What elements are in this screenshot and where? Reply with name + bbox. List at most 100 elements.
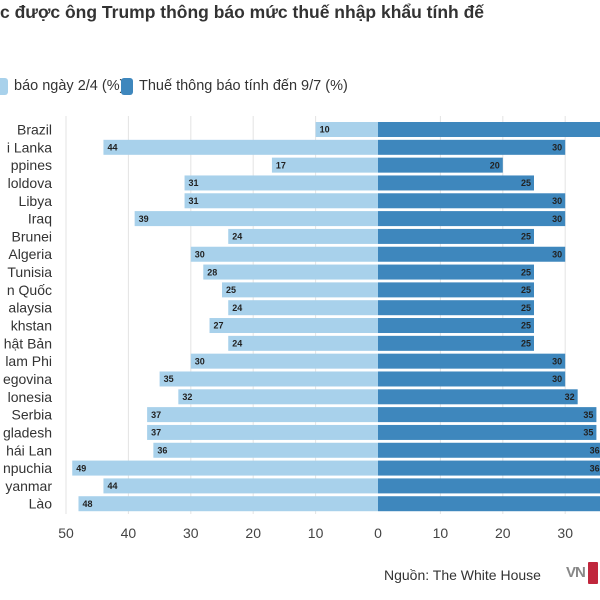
bar-left-12 (228, 335, 378, 351)
bar-value-left-18: 36 (157, 445, 167, 455)
bar-value-left-13: 30 (195, 356, 205, 366)
bar-value-left-3: 31 (189, 178, 199, 188)
bar-left-1 (103, 139, 378, 155)
legend-item-announced-0402: báo ngày 2/4 (%) (0, 76, 124, 96)
bar-left-19 (72, 460, 379, 476)
bar-value-left-6: 24 (232, 232, 242, 242)
bar-value-right-3: 25 (521, 178, 531, 188)
bar-right-5 (378, 211, 566, 227)
bar-value-left-4: 31 (189, 196, 199, 206)
category-label-12: hật Bản (4, 335, 52, 351)
tick-label-left-10: 10 (308, 525, 324, 541)
bar-right-4 (378, 193, 566, 209)
legend-label-announced-0907: Thuế thông báo tính đến 9/7 (%) (139, 78, 348, 94)
bar-left-2 (271, 157, 378, 173)
tick-label-left-40: 40 (121, 525, 137, 541)
bar-right-17 (378, 424, 597, 440)
bar-right-16 (378, 407, 597, 423)
bar-right-1 (378, 139, 566, 155)
bar-value-right-16: 35 (583, 410, 593, 420)
bar-right-8 (378, 264, 534, 280)
bar-value-right-10: 25 (521, 303, 531, 313)
bar-left-4 (184, 193, 378, 209)
bar-left-3 (184, 175, 378, 191)
bar-right-0 (378, 122, 600, 137)
category-label-17: gladesh (3, 424, 52, 440)
bar-value-left-14: 35 (164, 374, 174, 384)
bar-right-13 (378, 353, 566, 369)
bar-left-16 (147, 407, 378, 423)
bar-left-0 (315, 122, 378, 137)
bar-value-right-15: 32 (565, 392, 575, 402)
category-label-16: Serbia (12, 407, 53, 423)
bar-right-15 (378, 389, 578, 405)
bar-right-3 (378, 175, 534, 191)
bar-value-right-8: 25 (521, 267, 531, 277)
bar-right-11 (378, 318, 534, 334)
bar-value-right-12: 25 (521, 339, 531, 349)
category-label-0: Brazil (17, 122, 52, 138)
tick-label-right-20: 20 (495, 525, 511, 541)
bar-value-right-18: 36 (590, 445, 600, 455)
bar-left-11 (209, 318, 378, 334)
bar-value-right-5: 30 (552, 214, 562, 224)
bar-value-left-16: 37 (151, 410, 161, 420)
bar-value-right-6: 25 (521, 232, 531, 242)
bar-value-left-15: 32 (182, 392, 192, 402)
bar-left-7 (190, 246, 378, 262)
bar-value-left-5: 39 (139, 214, 149, 224)
bar-value-left-8: 28 (207, 267, 217, 277)
bar-value-left-2: 17 (276, 160, 286, 170)
category-label-4: Libya (19, 193, 53, 209)
bar-value-left-17: 37 (151, 428, 161, 438)
bar-left-10 (228, 300, 378, 316)
bar-right-6 (378, 228, 534, 244)
brand-logo: VN (566, 562, 598, 584)
bar-left-5 (134, 211, 378, 227)
category-label-19: npuchia (3, 460, 52, 476)
bar-value-left-20: 44 (107, 481, 117, 491)
bar-value-right-19: 36 (590, 463, 600, 473)
bar-value-left-0: 10 (320, 125, 330, 135)
tick-label-left-20: 20 (245, 525, 261, 541)
legend-item-announced-0907: Thuế thông báo tính đến 9/7 (%) (121, 76, 348, 96)
category-label-14: egovina (3, 371, 52, 387)
bar-left-15 (178, 389, 378, 405)
bar-right-19 (378, 460, 600, 476)
bar-left-9 (222, 282, 378, 298)
bar-left-21 (78, 496, 378, 512)
bar-value-right-7: 30 (552, 249, 562, 259)
category-label-10: alaysia (8, 300, 52, 316)
source-note: Nguồn: The White House (384, 567, 541, 583)
bar-value-right-17: 35 (583, 428, 593, 438)
category-label-20: yanmar (5, 478, 52, 494)
category-label-21: Lào (29, 496, 53, 512)
category-label-2: ppines (11, 157, 52, 173)
category-label-8: Tunisia (7, 264, 52, 280)
bar-left-20 (103, 478, 378, 494)
bar-left-6 (228, 228, 378, 244)
bar-right-20 (378, 478, 600, 494)
category-label-1: i Lanka (7, 139, 52, 155)
category-label-3: loldova (8, 175, 53, 191)
bar-left-18 (153, 442, 378, 458)
legend-swatch-announced-0402 (0, 77, 8, 95)
bar-value-left-1: 44 (107, 143, 117, 153)
bar-value-left-11: 27 (214, 321, 224, 331)
bar-right-21 (378, 496, 600, 512)
bar-value-right-11: 25 (521, 321, 531, 331)
bar-value-right-1: 30 (552, 143, 562, 153)
category-label-18: hái Lan (6, 442, 52, 458)
bar-left-17 (147, 424, 378, 440)
bar-value-right-9: 25 (521, 285, 531, 295)
bar-value-left-12: 24 (232, 339, 242, 349)
bar-right-14 (378, 371, 566, 387)
bar-right-12 (378, 335, 534, 351)
tick-label-left-50: 50 (58, 525, 74, 541)
bar-right-2 (378, 157, 503, 173)
category-label-11: khstan (11, 318, 52, 334)
chart-title: c được ông Trump thông báo mức thuế nhập… (0, 2, 485, 22)
bar-value-right-2: 20 (490, 160, 500, 170)
bar-value-left-19: 49 (76, 463, 86, 473)
tick-label-right-30: 30 (557, 525, 573, 541)
